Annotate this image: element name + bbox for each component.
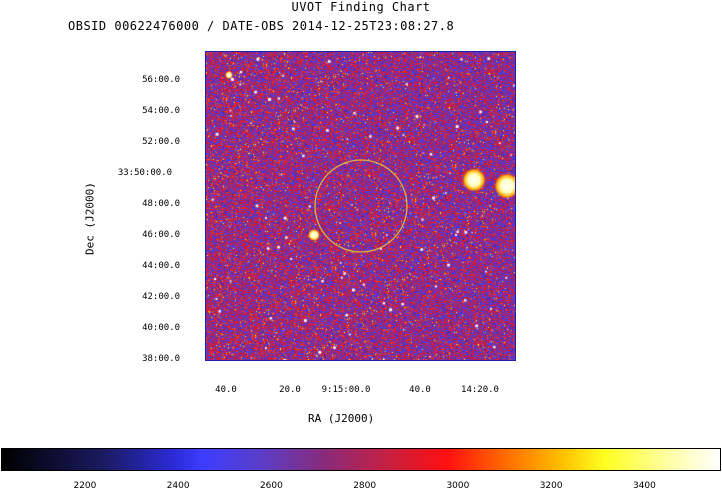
y-tick-label: 42:00.0 xyxy=(142,292,180,302)
colorbar-tick-label: 2800 xyxy=(353,481,377,491)
y-tick-label: 48:00.0 xyxy=(142,199,180,209)
y-tick-label: 46:00.0 xyxy=(142,230,180,240)
chart-title: UVOT Finding Chart xyxy=(291,0,431,14)
overlay-layer xyxy=(314,159,408,253)
target-circle xyxy=(314,159,408,253)
colorbar-tick-label: 3400 xyxy=(632,481,656,491)
colorbar-tick-label: 2600 xyxy=(259,481,283,491)
y-tick-label: 44:00.0 xyxy=(142,261,180,271)
y-tick-label: 38:00.0 xyxy=(142,354,180,364)
chart-subtitle: OBSID 00622476000 / DATE-OBS 2014-12-25T… xyxy=(68,19,455,33)
y-tick-label: 33:50:00.0 xyxy=(117,168,172,178)
y-axis-label: Dec (J2000) xyxy=(83,182,97,255)
x-tick-label: 20.0 xyxy=(279,385,301,395)
x-axis-label: RA (J2000) xyxy=(308,412,375,425)
x-tick-label: 40.0 xyxy=(215,385,237,395)
colorbar-tick-label: 2200 xyxy=(73,481,97,491)
x-tick-label: 40.0 xyxy=(409,385,431,395)
colorbar xyxy=(1,448,721,471)
x-tick-label: 14:20.0 xyxy=(461,385,499,395)
y-tick-label: 56:00.0 xyxy=(142,75,180,85)
y-tick-label: 52:00.0 xyxy=(142,137,180,147)
colorbar-tick-label: 3200 xyxy=(539,481,563,491)
sky-image-frame[interactable] xyxy=(205,51,516,361)
x-tick-label: 9:15:00.0 xyxy=(321,385,371,395)
y-tick-label: 40:00.0 xyxy=(142,323,180,333)
colorbar-tick-label: 2400 xyxy=(166,481,190,491)
y-tick-label: 54:00.0 xyxy=(142,106,180,116)
colorbar-tick-label: 3000 xyxy=(446,481,470,491)
sky-image xyxy=(206,52,515,360)
